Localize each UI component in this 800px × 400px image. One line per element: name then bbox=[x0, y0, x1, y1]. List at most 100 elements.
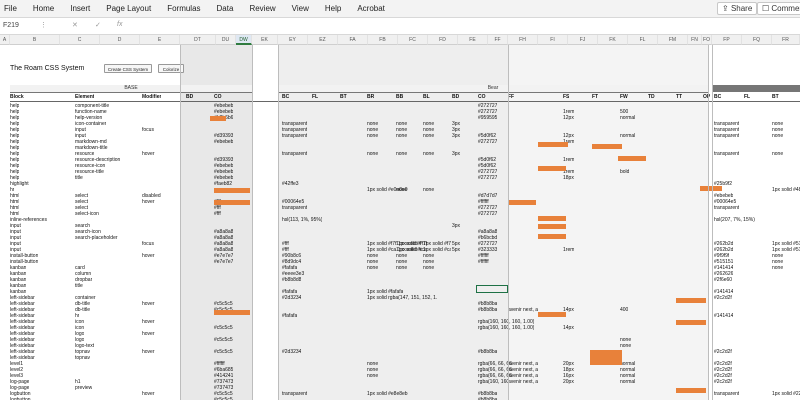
column-header-b[interactable]: B bbox=[10, 35, 60, 45]
name-box-dropdown-icon[interactable]: ⋮ bbox=[40, 22, 47, 29]
cell-ff[interactable]: avenir next, a bbox=[508, 307, 539, 313]
cell-element[interactable]: select-icon bbox=[75, 211, 99, 217]
cell-block[interactable]: help bbox=[10, 115, 20, 121]
share-button[interactable]: ⇪ Share bbox=[717, 2, 758, 15]
cell-modifier[interactable]: hover bbox=[142, 253, 155, 259]
column-header-fc[interactable]: FC bbox=[398, 35, 428, 45]
cell-fs[interactable]: 20px bbox=[563, 379, 574, 385]
cell-block[interactable]: inline-references bbox=[10, 217, 47, 223]
cell-bc2[interactable]: transparent bbox=[714, 133, 740, 139]
cell-block[interactable]: input bbox=[10, 223, 21, 229]
cell-block[interactable]: level3 bbox=[10, 373, 24, 379]
cell-bb[interactable]: none bbox=[396, 265, 408, 271]
cell-block[interactable]: help bbox=[10, 157, 20, 163]
cell-bc[interactable]: #eeee3e3 bbox=[282, 271, 305, 277]
cell-br[interactable]: none bbox=[367, 367, 379, 373]
cell-bc2[interactable]: #2c2d2f bbox=[714, 379, 732, 385]
cell-br[interactable]: none bbox=[367, 361, 379, 367]
cell-element[interactable]: logo-text bbox=[75, 343, 95, 349]
cell-co2[interactable]: #b8b8ba bbox=[478, 301, 498, 307]
cell-co2[interactable]: #272727 bbox=[478, 139, 498, 145]
cell-co[interactable]: #d39393 bbox=[214, 133, 234, 139]
cell-co2[interactable]: #d7d7d7 bbox=[478, 193, 498, 199]
cell-bd[interactable]: 3px bbox=[452, 223, 461, 229]
cell-bc[interactable]: #fafafa bbox=[282, 265, 298, 271]
cell-bt2[interactable]: none bbox=[772, 121, 784, 127]
comments-button[interactable]: ☐ Comments bbox=[757, 2, 800, 15]
cell-br[interactable]: 1px solid #e8e8eb bbox=[367, 391, 408, 397]
cell-bc[interactable]: transparent bbox=[282, 205, 308, 211]
cell-element[interactable]: icon-container bbox=[75, 121, 107, 127]
cell-bt2[interactable]: 1px solid #51 bbox=[772, 241, 800, 247]
menu-tab-help[interactable]: Help bbox=[324, 4, 342, 13]
cell-modifier[interactable]: hover bbox=[142, 151, 155, 157]
cell-co2[interactable]: #5d0f62 bbox=[478, 133, 497, 139]
cell-block[interactable]: help bbox=[10, 133, 20, 139]
cell-modifier[interactable]: focus bbox=[142, 241, 154, 247]
cell-co2[interactable]: #959595 bbox=[478, 115, 498, 121]
cell-fw[interactable]: none bbox=[620, 337, 632, 343]
cell-block[interactable]: left-sidebar bbox=[10, 331, 35, 337]
column-header-fa[interactable]: FA bbox=[338, 35, 368, 45]
cell-element[interactable]: logo bbox=[75, 337, 85, 343]
column-header-d[interactable]: D bbox=[100, 35, 140, 45]
cell-co2[interactable]: #5d0f62 bbox=[478, 163, 497, 169]
cell-element[interactable]: select bbox=[75, 199, 89, 205]
cell-co2[interactable]: #b8b8ba bbox=[478, 349, 498, 355]
cell-element[interactable]: icon bbox=[75, 325, 85, 331]
cell-bl[interactable]: none bbox=[423, 259, 435, 265]
cell-block[interactable]: left-sidebar bbox=[10, 301, 35, 307]
cell-element[interactable]: select bbox=[75, 193, 89, 199]
cell-co2[interactable]: #b8b8ba bbox=[478, 307, 498, 313]
cell-co[interactable]: #c5c5c5 bbox=[214, 325, 233, 331]
column-header-fi[interactable]: FI bbox=[538, 35, 568, 45]
cell-bb[interactable]: none bbox=[396, 259, 408, 265]
cancel-icon[interactable]: ✕ bbox=[72, 22, 78, 29]
cell-bc2[interactable]: transparent bbox=[714, 127, 740, 133]
cell-co[interactable]: #a8a8a8 bbox=[214, 241, 234, 247]
cell-bc2[interactable]: #515151 bbox=[714, 259, 734, 265]
menu-tab-insert[interactable]: Insert bbox=[70, 4, 91, 13]
cell-br[interactable]: none bbox=[367, 373, 379, 379]
cell-fw[interactable]: normal bbox=[620, 115, 636, 121]
cell-co[interactable]: #c5c5c5 bbox=[214, 397, 233, 400]
formula-input[interactable] bbox=[135, 21, 795, 30]
cell-block[interactable]: left-sidebar bbox=[10, 319, 35, 325]
cell-co[interactable]: #fff bbox=[214, 211, 221, 217]
cell-bt2[interactable]: 1px solid #222 bbox=[772, 391, 800, 397]
cell-bt2[interactable]: none bbox=[772, 133, 784, 139]
cell-fw[interactable]: bold bbox=[620, 169, 630, 175]
cell-co2[interactable]: rgba(66, 66, 66 bbox=[478, 367, 512, 373]
cell-element[interactable]: db-title bbox=[75, 301, 91, 307]
cell-element[interactable]: input bbox=[75, 127, 86, 133]
cell-bc[interactable]: transparent bbox=[282, 127, 308, 133]
cell-block[interactable]: help bbox=[10, 109, 20, 115]
cell-co[interactable]: #ebebeb bbox=[214, 103, 234, 109]
cell-br[interactable]: none bbox=[367, 133, 379, 139]
column-header-dt[interactable]: DT bbox=[180, 35, 216, 45]
menu-tab-data[interactable]: Data bbox=[216, 4, 234, 13]
cell-block[interactable]: install-button bbox=[10, 259, 39, 265]
cell-bc2[interactable]: transparent bbox=[714, 121, 740, 127]
cell-bt2[interactable]: 1px solid #48 bbox=[772, 187, 800, 193]
cell-co2[interactable]: #b6bcbd bbox=[478, 235, 498, 241]
cell-element[interactable]: search-icon bbox=[75, 229, 101, 235]
cell-fs[interactable]: 1rem bbox=[563, 247, 575, 253]
cell-element[interactable]: resource-title bbox=[75, 169, 104, 175]
menu-tab-review[interactable]: Review bbox=[249, 4, 276, 13]
cell-bd[interactable]: 5px bbox=[452, 241, 461, 247]
cell-bc2[interactable]: #2c2d2f bbox=[714, 295, 732, 301]
cell-bc2[interactable]: #2c2d2f bbox=[714, 349, 732, 355]
cell-element[interactable]: icon bbox=[75, 319, 85, 325]
cell-block[interactable]: kanban bbox=[10, 265, 27, 271]
cell-co[interactable]: #fff bbox=[214, 205, 221, 211]
cell-co2[interactable]: #b8b8ba bbox=[478, 391, 498, 397]
cell-bc2[interactable]: #25b9f2 bbox=[714, 181, 733, 187]
menu-tab-home[interactable]: Home bbox=[32, 4, 55, 13]
cell-bb[interactable]: none bbox=[396, 187, 408, 193]
cell-element[interactable]: markdown-md bbox=[75, 139, 107, 145]
cell-element[interactable]: dropbar bbox=[75, 277, 93, 283]
cell-element[interactable]: search-placeholder bbox=[75, 235, 118, 241]
cell-block[interactable]: help bbox=[10, 127, 20, 133]
cell-bb[interactable]: none bbox=[396, 151, 408, 157]
